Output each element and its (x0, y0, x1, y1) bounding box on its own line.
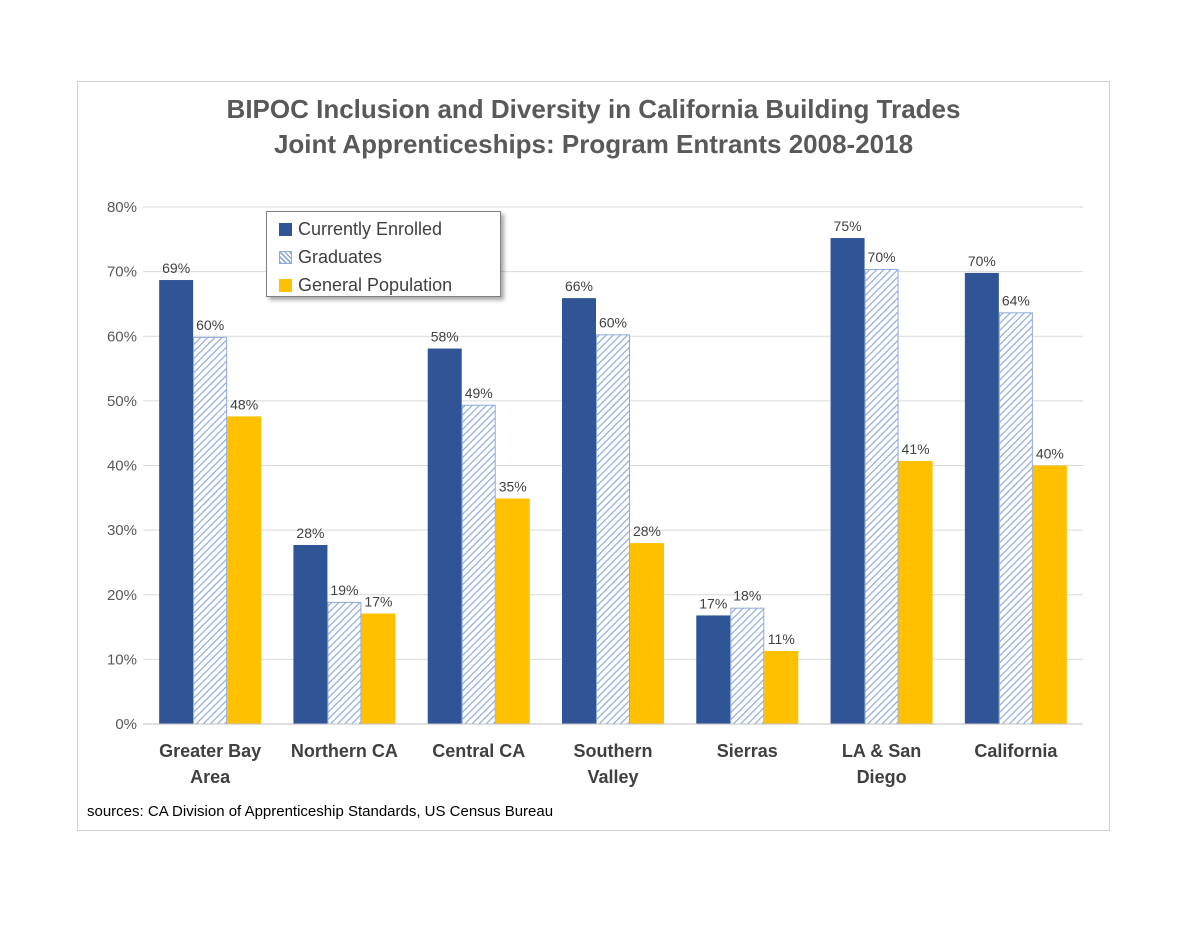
x-category-label: Southern Valley (574, 741, 653, 787)
y-tick-label: 80% (107, 199, 137, 216)
legend-item-general-population: General Population (279, 271, 500, 299)
data-labels: 69% 28% 58% 66% 17% 75% 70% 60% 19% 49% 60% 18% 70% 6… (162, 218, 1064, 647)
y-tick-label: 20% (107, 587, 137, 604)
x-category-label: Sierras (717, 741, 778, 761)
data-label: 69% (162, 260, 190, 276)
data-label: 41% (902, 441, 930, 457)
bar-general-population (1032, 465, 1067, 724)
x-category-label-line: California (974, 741, 1058, 761)
bar-currently-enrolled (427, 348, 462, 724)
data-label: 64% (1002, 292, 1030, 308)
bar-graduates (461, 404, 496, 725)
source-note: sources: CA Division of Apprenticeship S… (87, 803, 554, 820)
bar-graduates (730, 607, 765, 725)
chart-title: BIPOC Inclusion and Diversity in Califor… (226, 94, 961, 124)
y-tick-label: 40% (107, 458, 137, 475)
y-tick-label: 10% (107, 651, 137, 668)
data-label: 11% (768, 631, 795, 647)
x-category-label: California (974, 741, 1058, 761)
x-category-label: LA & San Diego (842, 741, 921, 787)
y-tick-label: 60% (107, 328, 137, 345)
x-category-label-line: Diego (857, 767, 907, 787)
bar-currently-enrolled (830, 238, 865, 724)
y-tick-label: 0% (115, 716, 137, 733)
bar-general-population (764, 650, 799, 724)
data-label: 19% (330, 582, 358, 598)
bar-general-population (630, 543, 664, 724)
data-label: 48% (230, 396, 258, 412)
data-label: 17% (364, 593, 392, 609)
data-label: 28% (633, 523, 661, 539)
data-label: 75% (834, 218, 862, 234)
x-category-label-line: Southern (574, 741, 653, 761)
data-label: 17% (699, 595, 727, 611)
x-category-label-line: Greater Bay (159, 741, 261, 761)
legend-label: General Population (298, 274, 453, 295)
bar-currently-enrolled (562, 298, 596, 724)
x-category-label: Northern CA (291, 741, 398, 761)
x-category-label-line: LA & San (842, 741, 921, 761)
legend-item-currently-enrolled: Currently Enrolled (279, 215, 500, 243)
x-category-label-line: Northern CA (291, 741, 398, 761)
bar-graduates (864, 269, 899, 725)
data-label: 28% (296, 525, 324, 541)
y-tick-label: 30% (107, 522, 137, 539)
axes: 0% 10% 20% 30% 40% 50% 60% 70% 80% Greater Bay Are… (107, 199, 1083, 787)
x-category-label: Central CA (432, 741, 525, 761)
x-category-label-line: Valley (587, 767, 638, 787)
bar-general-population (898, 460, 933, 724)
data-label: 18% (733, 588, 761, 604)
bar-general-population (227, 416, 262, 724)
data-label: 60% (599, 314, 627, 330)
bar-graduates (193, 336, 228, 725)
data-label: 49% (465, 385, 493, 401)
bar-general-population (495, 498, 530, 724)
data-label: 70% (868, 249, 896, 265)
legend-swatch-graduates (279, 250, 292, 264)
legend-label: Currently Enrolled (298, 218, 443, 239)
legend-label: Graduates (298, 246, 383, 267)
bars (159, 238, 1067, 725)
legend-swatch-currently-enrolled (279, 222, 292, 236)
bar-graduates (998, 312, 1033, 725)
chart-title-block: BIPOC Inclusion and Diversity in Califor… (77, 92, 1110, 162)
data-label: 70% (968, 253, 996, 269)
y-tick-label: 70% (107, 264, 137, 281)
x-category-label-line: Area (190, 767, 231, 787)
data-label: 66% (565, 278, 593, 294)
data-label: 60% (196, 317, 224, 333)
x-category-label-line: Sierras (717, 741, 778, 761)
x-category-label: Greater Bay Area (159, 741, 261, 787)
x-category-label-line: Central CA (432, 741, 525, 761)
bar-general-population (361, 613, 396, 724)
y-tick-label: 50% (107, 393, 137, 410)
data-label: 40% (1036, 446, 1064, 462)
chart-subtitle: Joint Apprenticeships: Program Entrants … (273, 129, 914, 159)
data-label: 35% (499, 478, 527, 494)
bar-currently-enrolled (964, 272, 999, 724)
legend-swatch-general-population (279, 278, 292, 292)
bar-currently-enrolled (293, 544, 328, 724)
legend-item-graduates: Graduates (279, 243, 500, 271)
data-label: 58% (431, 329, 459, 345)
legend: Currently Enrolled Graduates General Pop… (266, 211, 501, 297)
bar-graduates (596, 334, 630, 725)
bar-currently-enrolled (159, 280, 194, 724)
bar-currently-enrolled (696, 615, 731, 724)
bar-graduates (327, 601, 362, 725)
